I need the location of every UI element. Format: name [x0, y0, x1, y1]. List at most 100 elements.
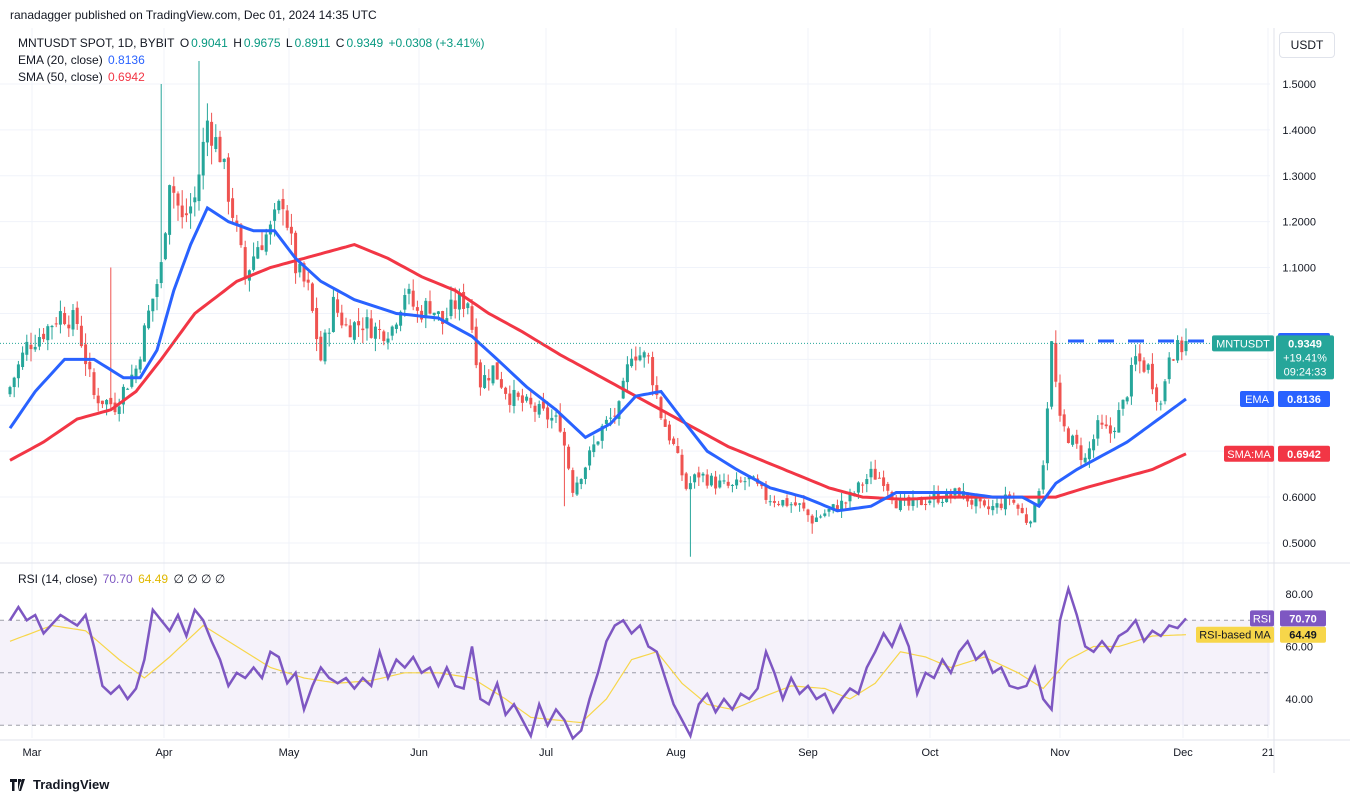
candle-body: [88, 361, 92, 370]
candle-body: [1092, 439, 1096, 451]
candle-body: [252, 256, 256, 270]
legend-l: 0.8911: [294, 36, 331, 50]
candle-body: [294, 232, 298, 274]
ema-value-tag-box: [1278, 391, 1330, 408]
candle-body: [743, 481, 747, 483]
legend-rsi-label: RSI (14, close): [18, 572, 98, 586]
price-tick-label: 1.2000: [1282, 217, 1316, 229]
candle-body: [978, 498, 982, 502]
candle-body: [525, 396, 529, 401]
candle-body: [777, 503, 781, 505]
candle-body: [1033, 504, 1037, 523]
price-tags: 0.94000.9349+19.41%09:24:33MNTUSDTEMA0.8…: [1196, 332, 1334, 643]
candle-body: [499, 379, 503, 388]
candles: [8, 61, 1188, 557]
candle-body: [1134, 356, 1138, 365]
candle-body: [894, 500, 898, 509]
candle-body: [163, 233, 167, 260]
ema-20-line: [8, 205, 1187, 513]
candle-body: [319, 336, 323, 361]
candle-body: [453, 300, 457, 309]
candle-body: [869, 468, 873, 478]
candle-body: [344, 324, 348, 326]
month-tick-label: Jul: [539, 747, 553, 759]
candle-body: [562, 431, 566, 446]
candle-body: [1100, 422, 1104, 425]
chart-area[interactable]: 0.5000 0.6000 1.1000 1.2000 1.3000 1.4000 1.50…: [0, 28, 1350, 773]
candle-body: [1058, 382, 1062, 416]
candle-body: [693, 474, 697, 483]
rsi-name-text: RSI: [1253, 613, 1271, 625]
candle-body: [348, 325, 352, 338]
candle-body: [361, 328, 365, 331]
candle-body: [613, 415, 617, 417]
candle-body: [289, 226, 293, 234]
candle-body: [672, 438, 676, 444]
candle-body: [201, 141, 205, 176]
candle-body: [739, 480, 743, 482]
price-tag-text: +19.41%: [1283, 352, 1327, 364]
candle-body: [520, 395, 524, 403]
candle-body: [285, 210, 289, 228]
candle-body: [222, 158, 226, 162]
candle-body: [1184, 341, 1188, 352]
candle-body: [1117, 410, 1121, 433]
ema-name-box: [1240, 391, 1274, 408]
candle-body: [634, 356, 638, 361]
candle-body: [928, 500, 932, 504]
month-tick-label: Aug: [666, 747, 686, 759]
candle-body: [495, 362, 499, 380]
candle-body: [814, 517, 818, 522]
footer-brand[interactable]: TradingView: [10, 777, 109, 792]
candle-body: [684, 473, 688, 489]
candle-body: [1159, 403, 1163, 405]
candle-body: [1150, 363, 1154, 390]
candle-body: [327, 332, 331, 334]
candle-body: [856, 482, 860, 493]
candle-body: [1167, 357, 1171, 380]
month-tick-label: Jun: [410, 747, 428, 759]
candle-body: [323, 332, 327, 362]
candle-body: [235, 220, 239, 225]
candle-body: [718, 480, 722, 488]
candle-body: [873, 468, 877, 480]
candle-body: [315, 307, 319, 340]
candle-body: [184, 213, 188, 216]
candle-body: [688, 483, 692, 490]
chart-svg[interactable]: 0.5000 0.6000 1.1000 1.2000 1.3000 1.4000 1.50…: [0, 28, 1350, 773]
candle-body: [42, 333, 46, 340]
candle-body: [735, 479, 739, 486]
candle-body: [1003, 494, 1007, 510]
candle-body: [987, 506, 991, 510]
candle-body: [1075, 434, 1079, 444]
candle-body: [193, 197, 197, 203]
month-tick-label: May: [279, 747, 300, 759]
sma-name-box: [1224, 445, 1274, 462]
rsi-ma-name-box: [1196, 626, 1274, 643]
currency-unit-button[interactable]: USDT: [1279, 32, 1335, 58]
legend-l-label: L: [285, 36, 293, 50]
candle-body: [604, 419, 608, 424]
candle-body: [336, 299, 340, 313]
legend-c: 0.9349: [346, 36, 384, 50]
rsi-tick-label: 80.00: [1285, 589, 1313, 601]
candle-body: [75, 307, 79, 325]
candle-body: [432, 312, 436, 316]
candle-body: [1146, 364, 1150, 370]
candle-body: [592, 444, 596, 453]
price-tag-text: 09:24:33: [1284, 366, 1327, 378]
candle-body: [33, 346, 37, 350]
candle-body: [785, 498, 789, 506]
legend-change: +0.0308 (+3.41%): [388, 36, 485, 50]
legend-symbol: MNTUSDT SPOT, 1D, BYBIT: [18, 36, 175, 50]
candle-body: [907, 496, 911, 506]
legend-h-label: H: [233, 36, 242, 50]
candle-body: [924, 503, 928, 505]
candle-body: [46, 326, 50, 341]
candle-body: [403, 295, 407, 310]
candle-body: [71, 310, 75, 330]
legend-sma-value: 0.6942: [108, 70, 145, 84]
candle-body: [306, 279, 310, 283]
sma-50-line: [9, 243, 1187, 501]
candle-body: [1020, 507, 1024, 514]
